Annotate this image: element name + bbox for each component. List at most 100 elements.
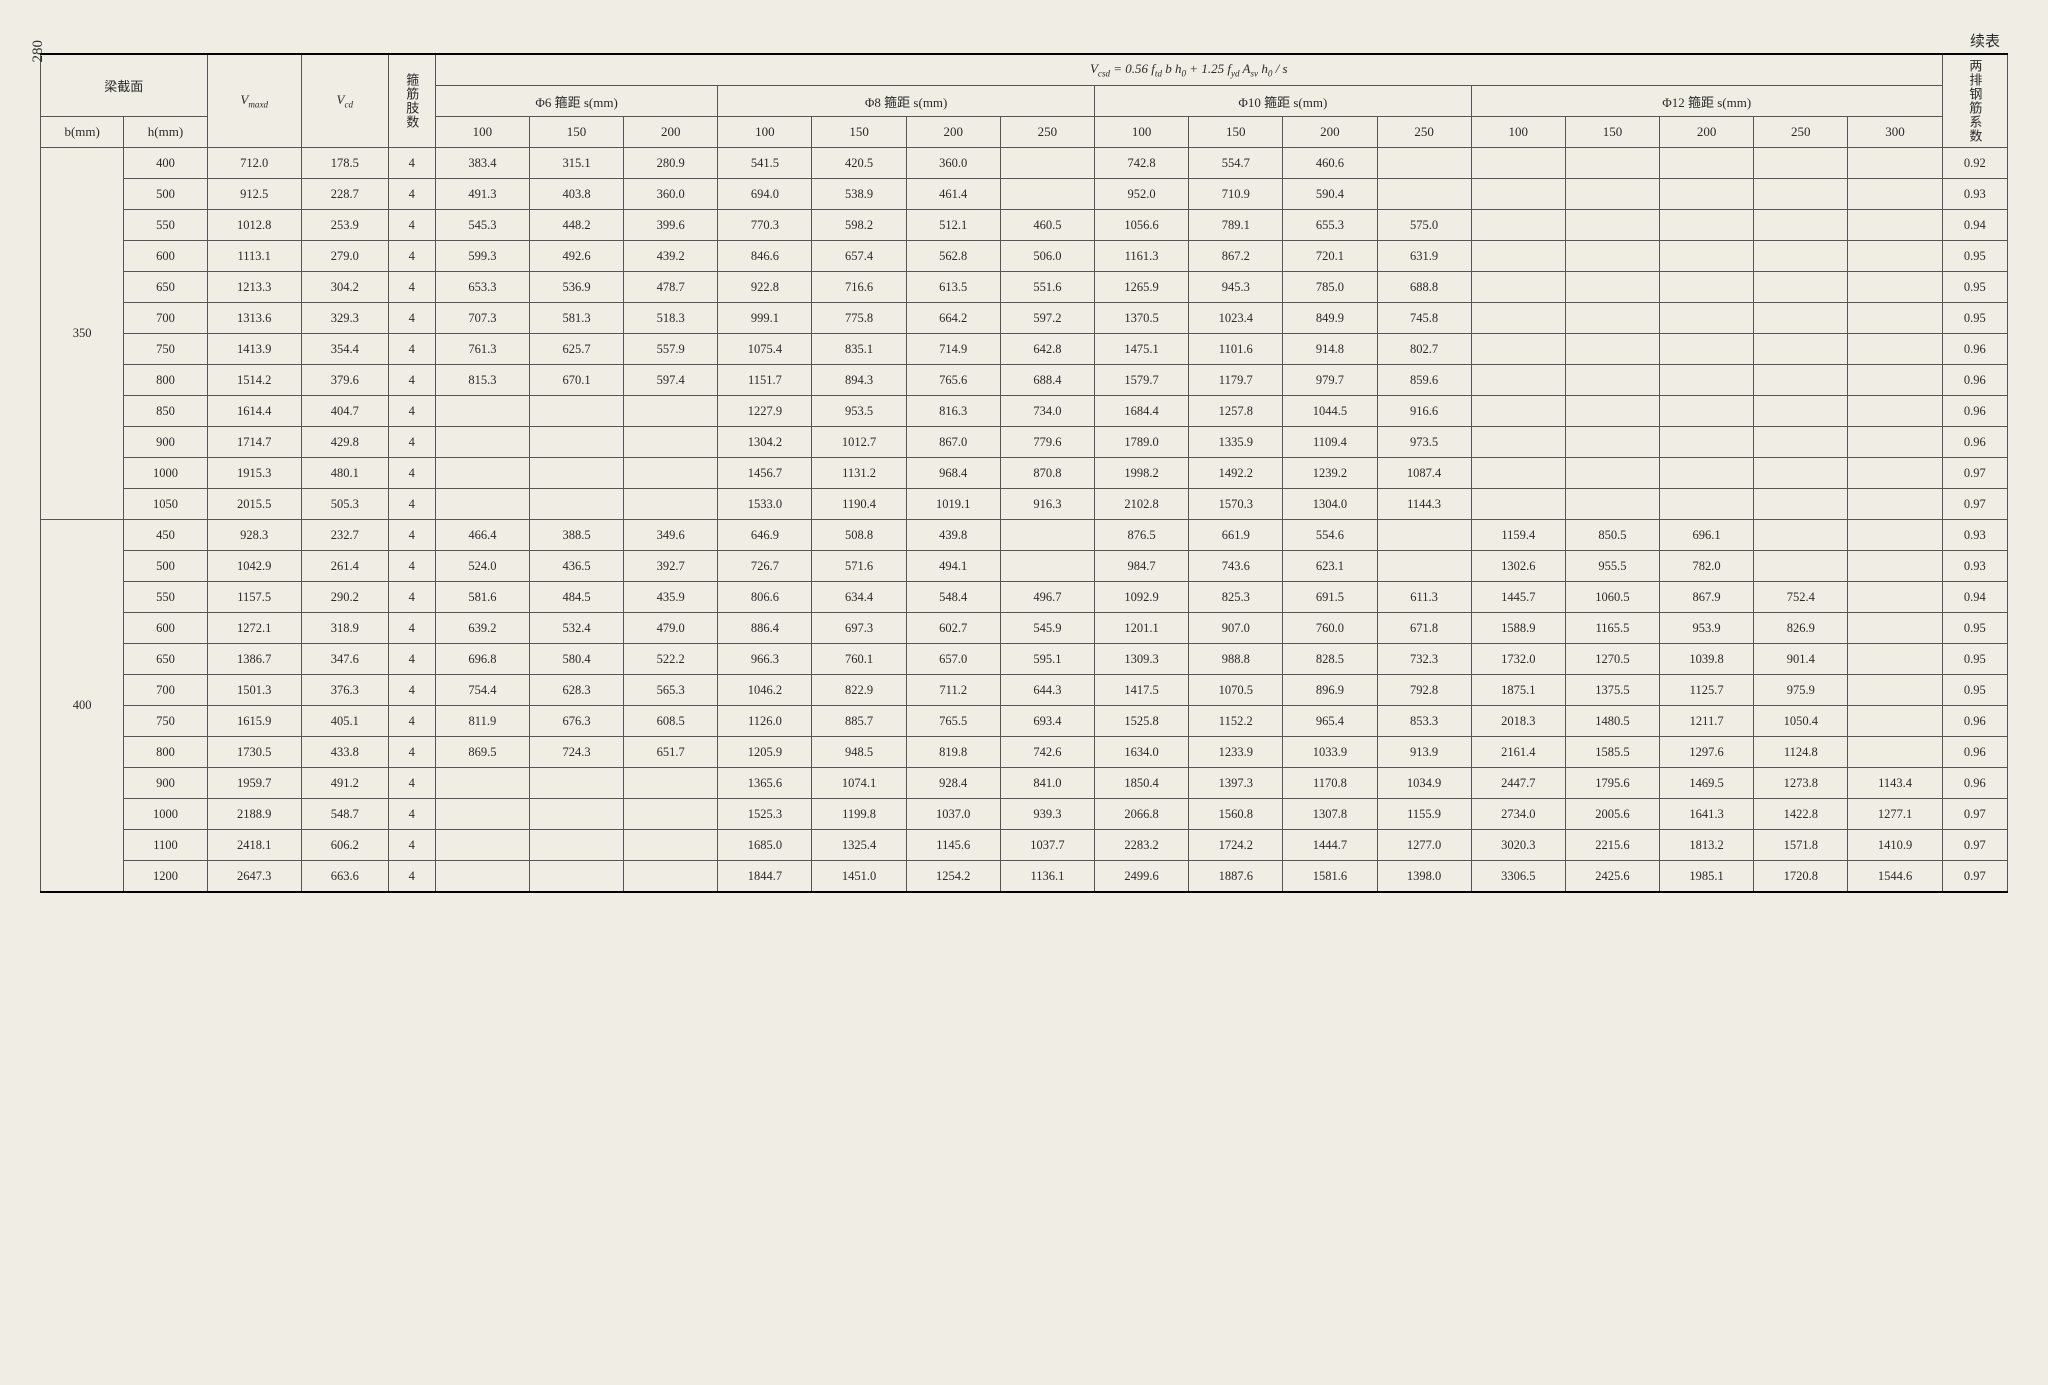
cell-d12: 1050.4 [1754,706,1848,737]
cell-d10: 1581.6 [1283,861,1377,893]
cell-d12 [1660,396,1754,427]
cell-d6: 754.4 [435,675,529,706]
cell-d6 [624,830,718,861]
cell-d12 [1848,520,1942,551]
cell-d8: 922.8 [718,272,812,303]
cell-coef: 0.97 [1942,830,2007,861]
cell-d6: 599.3 [435,241,529,272]
cell-d8: 885.7 [812,706,906,737]
cell-d12 [1565,427,1659,458]
cell-d12: 1270.5 [1565,644,1659,675]
hdr-spacing: 200 [624,117,718,148]
cell-d8: 697.3 [812,613,906,644]
cell-d8: 1012.7 [812,427,906,458]
cell-d10: 1087.4 [1377,458,1471,489]
hdr-spacing: 250 [1754,117,1848,148]
cell-vm: 1959.7 [207,768,301,799]
cell-d10: 1034.9 [1377,768,1471,799]
cell-d12: 1159.4 [1471,520,1565,551]
cell-d8: 508.8 [812,520,906,551]
table-row: 9001959.7491.241365.61074.1928.4841.0185… [41,768,2008,799]
cell-d8: 602.7 [906,613,1000,644]
cell-d6: 466.4 [435,520,529,551]
cell-d12 [1565,365,1659,396]
cell-d6: 565.3 [624,675,718,706]
cell-n: 4 [388,675,435,706]
cell-d12 [1754,458,1848,489]
cell-d12 [1848,644,1942,675]
cell-d10: 1056.6 [1095,210,1189,241]
cell-coef: 0.97 [1942,458,2007,489]
cell-d6: 280.9 [624,148,718,179]
cell-d12 [1848,396,1942,427]
cell-d10: 984.7 [1095,551,1189,582]
cell-vm: 1386.7 [207,644,301,675]
cell-d6: 315.1 [529,148,623,179]
cell-d12 [1660,365,1754,396]
cell-d8: 595.1 [1000,644,1094,675]
cell-d10: 1170.8 [1283,768,1377,799]
cell-d6: 557.9 [624,334,718,365]
cell-d8: 726.7 [718,551,812,582]
cell-d12: 1211.7 [1660,706,1754,737]
cell-d12: 826.9 [1754,613,1848,644]
cell-d12 [1754,210,1848,241]
cell-d12 [1565,334,1659,365]
table-header: 梁截面 Vmaxd Vcd 箍筋肢数 Vcsd = 0.56 ftd b h0 … [41,54,2008,148]
cell-d10 [1377,148,1471,179]
cell-d12 [1471,489,1565,520]
table-row: 8001514.2379.64815.3670.1597.41151.7894.… [41,365,2008,396]
cell-d12 [1848,210,1942,241]
cell-d6 [624,396,718,427]
cell-d12: 696.1 [1660,520,1754,551]
table-row: 12002647.3663.641844.71451.01254.21136.1… [41,861,2008,893]
cell-vm: 1614.4 [207,396,301,427]
cell-n: 4 [388,458,435,489]
cell-d10: 631.9 [1377,241,1471,272]
cell-d8: 894.3 [812,365,906,396]
cell-d12 [1848,272,1942,303]
cell-d6: 580.4 [529,644,623,675]
cell-d8: 775.8 [812,303,906,334]
cell-d10: 853.3 [1377,706,1471,737]
cell-d6: 670.1 [529,365,623,396]
cell-h: 900 [124,768,207,799]
cell-vm: 1313.6 [207,303,301,334]
cell-d6: 392.7 [624,551,718,582]
cell-vc: 232.7 [301,520,388,551]
table-row: 7501615.9405.14811.9676.3608.51126.0885.… [41,706,2008,737]
cell-vm: 1113.1 [207,241,301,272]
cell-d6: 360.0 [624,179,718,210]
cell-d12: 2215.6 [1565,830,1659,861]
cell-d8: 1074.1 [812,768,906,799]
cell-d6 [435,799,529,830]
hdr-two-row-coef: 两排钢筋系数 [1942,54,2007,148]
cell-d6: 639.2 [435,613,529,644]
cell-d8: 538.9 [812,179,906,210]
cell-d10: 611.3 [1377,582,1471,613]
cell-d8: 439.8 [906,520,1000,551]
cell-d12: 1985.1 [1660,861,1754,893]
cell-d12 [1848,365,1942,396]
cell-d12 [1471,272,1565,303]
cell-n: 4 [388,148,435,179]
cell-d8: 939.3 [1000,799,1094,830]
cell-d8: 1685.0 [718,830,812,861]
cell-d10: 1634.0 [1095,737,1189,768]
cell-d12: 1124.8 [1754,737,1848,768]
cell-d6 [529,427,623,458]
cell-d12: 1445.7 [1471,582,1565,613]
cell-d8: 460.5 [1000,210,1094,241]
cell-coef: 0.97 [1942,489,2007,520]
cell-d8: 512.1 [906,210,1000,241]
cell-d12 [1660,489,1754,520]
cell-vm: 2418.1 [207,830,301,861]
table-row: 6001272.1318.94639.2532.4479.0886.4697.3… [41,613,2008,644]
cell-d10: 1152.2 [1189,706,1283,737]
cell-coef: 0.95 [1942,613,2007,644]
cell-d12 [1660,148,1754,179]
cell-d8: 714.9 [906,334,1000,365]
cell-d12 [1754,489,1848,520]
cell-d10: 907.0 [1189,613,1283,644]
hdr-spacing: 250 [1377,117,1471,148]
